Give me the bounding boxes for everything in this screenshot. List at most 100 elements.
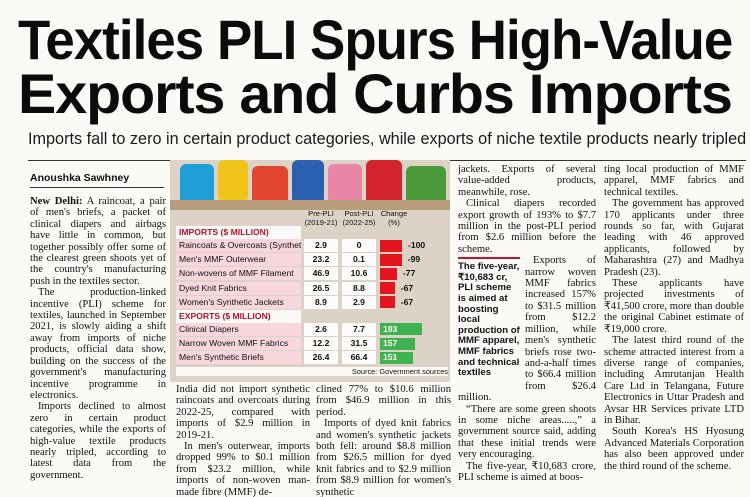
paragraph: Exports of narrow woven MMF fabrics incr…: [458, 255, 596, 403]
change-value: -99: [407, 254, 421, 265]
change-value: -67: [400, 296, 414, 307]
paragraph: The latest third round of the scheme att…: [604, 335, 744, 426]
data-table: Pre-PLI (2019-21) Post-PLI (2022-25) Chang…: [176, 206, 448, 376]
headline: Exports and Curbs Imports: [18, 62, 733, 125]
change-bar: [380, 253, 402, 266]
table-row: Non-wovens of MMF Filament 46.9 10.6 -77: [176, 267, 448, 281]
paragraph-text: ting local production of MMF apparel, MM…: [604, 164, 744, 198]
paragraph-text: Exports of narrow woven MMF fabrics incr…: [458, 255, 596, 404]
paragraph-text: clined 77% to $10.6 million from $46.9 m…: [316, 384, 451, 418]
change-bar: [380, 282, 395, 295]
post-value: 0: [342, 239, 376, 252]
pre-value: 2.9: [304, 239, 338, 252]
article-column: New Delhi: A raincoat, a pair of men's b…: [30, 196, 166, 497]
paragraph: clined 77% to $10.6 million from $46.9 m…: [316, 384, 451, 418]
pull-quote: The five-year, ₹10,683 cr, PLI scheme is…: [458, 257, 520, 379]
change-bar: [380, 351, 414, 364]
paragraph: Clinical diapers recorded export growth …: [458, 198, 596, 255]
table-row: Raincoats & Overcoats (Synthetic) 2.9 0 -10…: [176, 239, 448, 253]
post-value: 7.7: [342, 322, 376, 336]
dateline: New Delhi:: [30, 196, 83, 207]
table-row: Men's MMF Outerwear 23.2 0.1 -99: [176, 253, 448, 267]
paragraph: The five-year, ₹10,683 crore, PLI scheme…: [458, 461, 596, 484]
pre-value: 8.9: [304, 295, 338, 309]
post-value: 10.6: [342, 267, 376, 281]
column-header: Pre-PLI (2019-21): [304, 209, 338, 227]
paragraph-text: The latest third round of the scheme att…: [604, 335, 744, 426]
paragraph-text: The government has approved 170 applican…: [604, 198, 744, 278]
section-title: EXPORTS ($ MILLION): [176, 309, 301, 323]
paragraph: Imports declined to almost zero in certa…: [30, 401, 166, 481]
change-bar: [380, 337, 415, 350]
paragraph-text: In men's outerwear, imports dropped 99% …: [176, 441, 310, 497]
paragraph: Imports of dyed knit fabrics and women's…: [316, 418, 451, 497]
byline: Anoushka Sawhney: [30, 172, 130, 184]
column-header: Change (%): [380, 209, 408, 227]
paragraph-text: A raincoat, a pair of men's briefs, a pa…: [30, 196, 166, 287]
post-value: 8.8: [342, 281, 376, 295]
pre-value: 12.2: [304, 337, 338, 351]
paragraph-text: “There are some green shoots in some nic…: [458, 403, 596, 461]
paragraph: jackets. Exports of several value-added …: [458, 164, 596, 198]
paragraph-text: The five-year, ₹10,683 crore, PLI scheme…: [458, 460, 596, 483]
paragraph-text: jackets. Exports of several value-added …: [458, 164, 596, 198]
row-label: Dyed Knit Fabrics: [176, 281, 301, 295]
row-label: Men's Synthetic Briefs: [176, 351, 301, 365]
article-column: India did not import synthetic raincoats…: [176, 384, 310, 497]
paragraph-text: These applicants have projected investme…: [604, 278, 744, 335]
post-value: 0.1: [342, 253, 376, 267]
table-header: Pre-PLI (2019-21) Post-PLI (2022-25) Chang…: [176, 206, 448, 226]
pre-value: 26.4: [304, 351, 338, 365]
post-value: 2.9: [342, 295, 376, 309]
paragraph: India did not import synthetic raincoats…: [176, 384, 310, 441]
row-label: Women's Synthetic Jackets: [176, 295, 301, 309]
paragraph-text: South Korea's HS Hyosung Advanced Materi…: [604, 426, 744, 472]
paragraph: New Delhi: A raincoat, a pair of men's b…: [30, 196, 166, 287]
pre-value: 26.5: [304, 281, 338, 295]
paragraph: The government has approved 170 applican…: [604, 198, 744, 278]
table-row: Clinical Diapers 2.6 7.7 193: [176, 322, 448, 337]
headline: Textiles PLI Spurs High-Value: [18, 8, 733, 71]
change-bar: [380, 296, 395, 309]
paragraph: The production-linked incentive (PLI) sc…: [30, 287, 166, 401]
subheadline: Imports fall to zero in certain product …: [28, 129, 747, 148]
table-row: Dyed Knit Fabrics 26.5 8.8 -67: [176, 281, 448, 296]
change-value: -77: [402, 268, 416, 279]
paragraph: In men's outerwear, imports dropped 99% …: [176, 441, 310, 497]
change-value: 193: [383, 323, 398, 334]
change-bar: [380, 323, 423, 336]
rule: [30, 187, 164, 188]
table-row: Narrow Woven MMF Fabrics 12.2 31.5 157: [176, 337, 448, 351]
row-label: Men's MMF Outerwear: [176, 253, 301, 267]
source: Source: Government sources: [176, 366, 448, 376]
row-label: Narrow Woven MMF Fabrics: [176, 337, 301, 351]
change-bar: [380, 239, 402, 252]
paragraph: South Korea's HS Hyosung Advanced Materi…: [604, 426, 744, 472]
row-label: Raincoats & Overcoats (Synthetic): [176, 239, 301, 252]
article-column: clined 77% to $10.6 million from $46.9 m…: [316, 384, 451, 497]
change-value: -67: [400, 282, 414, 293]
pre-value: 23.2: [304, 253, 338, 267]
change-value: 157: [383, 338, 398, 349]
change-value: 151: [383, 352, 398, 363]
table-row: Women's Synthetic Jackets 8.9 2.9 -67: [176, 295, 448, 310]
table-row: Men's Synthetic Briefs 26.4 66.4 151: [176, 351, 448, 365]
post-value: 31.5: [342, 337, 376, 351]
post-value: 66.4: [342, 351, 376, 365]
paragraph-text: Clinical diapers recorded export growth …: [458, 198, 596, 255]
paragraph-text: India did not import synthetic raincoats…: [176, 384, 310, 441]
section-title: IMPORTS ($ MILLION): [176, 226, 301, 239]
paragraph: “There are some green shoots in some nic…: [458, 404, 596, 461]
change-bar: [380, 267, 397, 280]
paragraph-text: The production-linked incentive (PLI) sc…: [30, 287, 166, 401]
paragraph: ting local production of MMF apparel, MM…: [604, 164, 744, 198]
paragraph: These applicants have projected investme…: [604, 278, 744, 335]
row-label: Non-wovens of MMF Filament: [176, 267, 301, 281]
paragraph-text: Imports of dyed knit fabrics and women's…: [316, 418, 451, 497]
pre-value: 2.6: [304, 322, 338, 336]
pre-value: 46.9: [304, 267, 338, 281]
row-label: Clinical Diapers: [176, 322, 301, 336]
column-header: Post-PLI (2022-25): [342, 209, 376, 227]
paragraph-text: Imports declined to almost zero in certa…: [30, 401, 166, 481]
